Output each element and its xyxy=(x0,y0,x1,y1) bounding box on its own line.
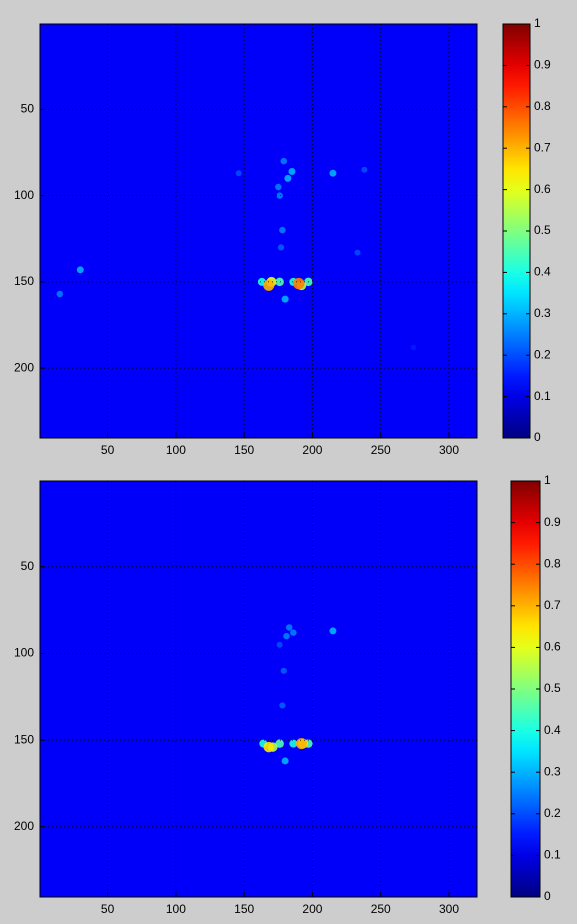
heat-cell xyxy=(276,641,283,648)
heat-cell xyxy=(284,174,292,182)
heat-cell xyxy=(354,249,361,256)
heat-cell xyxy=(329,169,337,177)
heat-cell xyxy=(290,629,297,636)
colorbar-label: 0.6 xyxy=(544,640,561,654)
colorbar-label: 0.4 xyxy=(544,723,561,737)
heat-cell xyxy=(263,279,275,291)
heat-cell xyxy=(277,244,285,251)
y-tick-label: 150 xyxy=(14,732,34,746)
colorbar-label: 0.2 xyxy=(544,806,561,820)
heat-cell xyxy=(235,170,242,177)
plot-frame xyxy=(39,480,478,898)
colorbar-label: 0.2 xyxy=(534,347,551,361)
heat-cell xyxy=(275,277,284,287)
heat-cell xyxy=(283,632,290,640)
heat-cell xyxy=(288,167,296,175)
colorbar xyxy=(502,23,531,439)
x-tick-label: 50 xyxy=(101,902,115,916)
colorbar-label: 0 xyxy=(534,430,541,444)
heat-cell xyxy=(275,183,282,191)
heat-cell xyxy=(296,738,308,750)
colorbar-label: 0 xyxy=(544,889,551,903)
colorbar-label: 0.7 xyxy=(544,598,561,612)
heat-cell xyxy=(289,739,298,748)
heat-cell xyxy=(263,741,274,753)
colorbar-label: 0.1 xyxy=(534,389,551,403)
x-tick-label: 200 xyxy=(302,443,322,457)
heat-cell xyxy=(279,226,286,234)
x-tick-label: 300 xyxy=(439,443,459,457)
x-tick-label: 150 xyxy=(234,443,254,457)
heat-cell xyxy=(280,157,288,165)
y-tick-label: 150 xyxy=(14,274,34,288)
x-tick-label: 250 xyxy=(371,902,391,916)
heat-cell xyxy=(281,295,289,303)
colorbar-label: 0.9 xyxy=(544,515,561,529)
y-tick-label: 100 xyxy=(14,188,34,202)
colorbar xyxy=(510,480,541,898)
x-tick-label: 200 xyxy=(302,902,322,916)
colorbar-label: 0.4 xyxy=(534,265,551,279)
y-tick-label: 200 xyxy=(14,360,34,374)
colorbar-label: 1 xyxy=(534,16,541,30)
colorbar-label: 0.5 xyxy=(534,223,551,237)
heat-cell xyxy=(285,624,293,631)
heat-cell xyxy=(56,290,64,298)
y-tick-label: 100 xyxy=(14,646,34,660)
plot-background xyxy=(40,24,477,438)
x-tick-label: 50 xyxy=(101,443,115,457)
colorbar-label: 0.6 xyxy=(534,182,551,196)
x-tick-label: 300 xyxy=(439,902,459,916)
x-tick-label: 250 xyxy=(371,443,391,457)
x-tick-label: 150 xyxy=(234,902,254,916)
y-tick-label: 50 xyxy=(21,559,35,573)
heat-cell xyxy=(293,277,305,290)
heat-cell xyxy=(76,266,84,274)
colorbar-label: 0.1 xyxy=(544,848,561,862)
heat-cell xyxy=(279,702,286,709)
y-tick-label: 200 xyxy=(14,819,34,833)
plot-background xyxy=(40,481,477,897)
colorbar-label: 0.7 xyxy=(534,140,551,154)
colorbar-label: 0.8 xyxy=(544,556,561,570)
colorbar-label: 0.9 xyxy=(534,58,551,72)
heat-cell xyxy=(275,739,284,748)
heat-cell xyxy=(276,192,283,199)
colorbar-label: 0.3 xyxy=(544,764,561,778)
colorbar-label: 0.3 xyxy=(534,306,551,320)
heat-cell xyxy=(361,166,368,173)
x-tick-label: 100 xyxy=(166,902,186,916)
heat-cell xyxy=(329,627,337,635)
heat-cell xyxy=(280,667,287,674)
colorbar-label: 0.5 xyxy=(544,681,561,695)
x-tick-label: 100 xyxy=(166,443,186,457)
colorbar-label: 1 xyxy=(544,473,551,487)
colorbar-label: 0.8 xyxy=(534,99,551,113)
y-tick-label: 50 xyxy=(21,102,35,116)
heat-cell xyxy=(410,344,417,351)
heat-cell xyxy=(281,757,289,765)
plot-frame xyxy=(39,23,478,439)
